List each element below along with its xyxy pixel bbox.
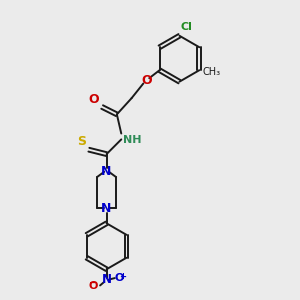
Text: CH₃: CH₃ bbox=[202, 67, 220, 77]
Text: N: N bbox=[101, 202, 112, 214]
Text: +: + bbox=[119, 272, 126, 280]
Text: S: S bbox=[77, 135, 86, 148]
Text: N: N bbox=[102, 273, 112, 286]
Text: N: N bbox=[101, 165, 112, 178]
Text: −: − bbox=[89, 278, 97, 288]
Text: O: O bbox=[141, 74, 152, 87]
Text: O: O bbox=[115, 273, 124, 283]
Text: O: O bbox=[88, 281, 98, 291]
Text: O: O bbox=[88, 92, 99, 106]
Text: NH: NH bbox=[123, 135, 141, 145]
Text: Cl: Cl bbox=[181, 22, 193, 32]
